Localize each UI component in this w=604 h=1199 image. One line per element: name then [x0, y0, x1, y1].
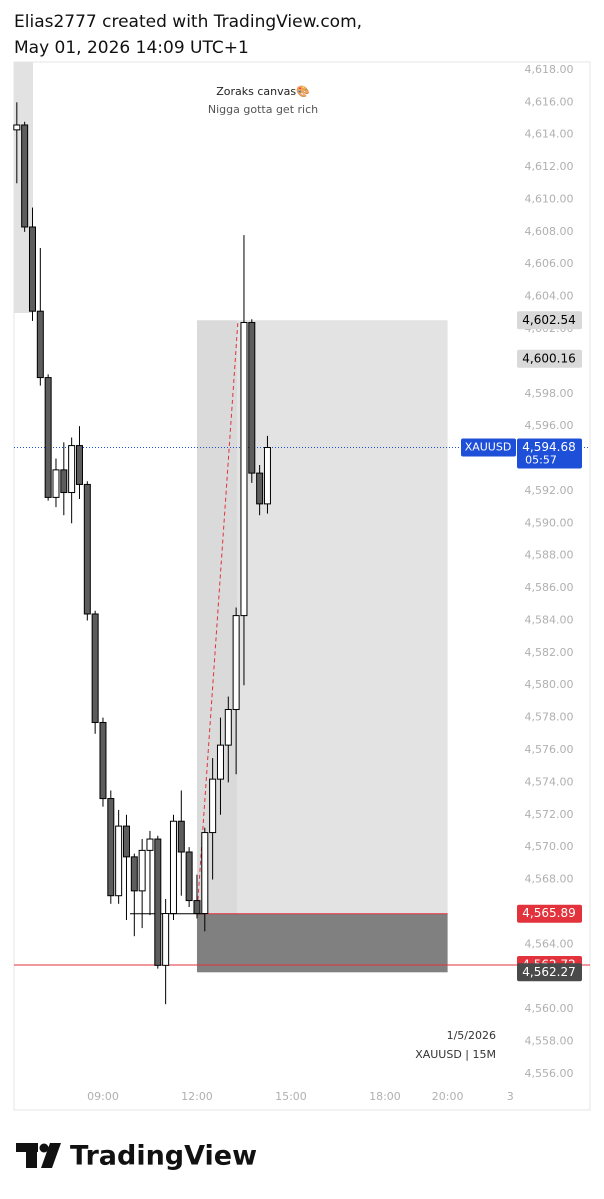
candle-body [130, 856, 138, 892]
price-label-box [517, 311, 582, 330]
y-tick-label: 4,588.00 [525, 549, 574, 562]
candle-body [68, 445, 76, 494]
candle-body [240, 322, 248, 617]
candle-body [224, 709, 232, 746]
candle-body [154, 838, 162, 966]
symbol-label: XAUUSD [465, 441, 512, 454]
candle-body [193, 900, 201, 915]
y-tick-label: 4,568.00 [525, 873, 574, 886]
annotation-title: Zoraks canvas🎨 [216, 84, 310, 98]
candle-body [107, 798, 115, 897]
y-tick-label: 4,558.00 [525, 1034, 574, 1047]
candle-body [162, 913, 170, 966]
candle-body [232, 615, 240, 711]
x-tick-label: 20:00 [432, 1090, 464, 1103]
candle-body [146, 838, 154, 851]
y-tick-label: 4,592.00 [525, 484, 574, 497]
plot [14, 62, 590, 973]
candle-body [122, 825, 130, 858]
x-tick-label: 12:00 [181, 1090, 213, 1103]
candle-body [75, 445, 83, 485]
logo-part [39, 1143, 49, 1153]
logo-part [26, 1143, 37, 1168]
y-tick-label: 4,576.00 [525, 743, 574, 756]
price-label: 4,562.27 [522, 965, 575, 979]
price-label: 4,600.16 [522, 351, 575, 365]
price-label-box [517, 963, 582, 982]
y-tick-label: 4,604.00 [525, 290, 574, 303]
candle-body [201, 832, 209, 915]
candle-body [60, 469, 68, 494]
y-tick-label: 4,608.00 [525, 225, 574, 238]
y-tick-label: 4,612.00 [525, 160, 574, 173]
y-tick-label: 4,598.00 [525, 387, 574, 400]
stop-zone [196, 913, 448, 973]
candle-body [52, 469, 60, 498]
y-tick-label: 4,578.00 [525, 711, 574, 724]
candle-body [36, 310, 44, 379]
y-tick-label: 4,590.00 [525, 516, 574, 529]
y-tick-label: 4,560.00 [525, 1002, 574, 1015]
price-label-box [517, 904, 582, 923]
x-tick-label: 09:00 [87, 1090, 119, 1103]
trend-line [196, 320, 239, 914]
symbol-interval: XAUUSD | 15M [415, 1048, 496, 1061]
y-tick-label: 4,572.00 [525, 808, 574, 821]
candle-body [83, 483, 91, 615]
y-tick-label: 4,596.00 [525, 419, 574, 432]
header-line: Elias2777 created with TradingView.com, [14, 12, 362, 32]
y-tick-label: 4,584.00 [525, 613, 574, 626]
overlap-shade [196, 320, 237, 914]
date-label: 1/5/2026 [447, 1029, 496, 1042]
candle-body [91, 613, 99, 723]
candle-body [99, 721, 107, 800]
chart-frame [13, 61, 591, 1111]
y-tick-label: 4,616.00 [525, 95, 574, 108]
brand: TradingView [70, 1141, 257, 1172]
symbol-box [461, 438, 516, 457]
candle-body [185, 851, 193, 902]
y-tick-label: 4,582.00 [525, 646, 574, 659]
candle-body [13, 124, 21, 131]
candle-body [177, 820, 185, 853]
candle-body [44, 377, 52, 498]
y-tick-label: 4,610.00 [525, 192, 574, 205]
logo-part [41, 1143, 61, 1168]
candle-body [21, 124, 29, 228]
countdown: 05:57 [525, 454, 557, 467]
y-tick-label: 4,564.00 [525, 937, 574, 950]
price-label: 4,602.54 [522, 313, 575, 327]
x-tick-label: 15:00 [275, 1090, 307, 1103]
annotation-text: Nigga gotta get rich [208, 103, 318, 116]
header-line: May 01, 2026 14:09 UTC+1 [14, 38, 249, 58]
y-tick-label: 4,586.00 [525, 581, 574, 594]
candle-body [115, 825, 123, 897]
candle-body [216, 744, 224, 780]
last-price-box [517, 438, 582, 469]
y-tick-label: 4,614.00 [525, 128, 574, 141]
y-tick-label: 4,606.00 [525, 257, 574, 270]
y-tick-label: 4,574.00 [525, 775, 574, 788]
price-label-box [517, 349, 582, 368]
candle-body [28, 226, 36, 312]
last-price-label: 4,594.68 [522, 440, 575, 454]
y-tick-label: 4,618.00 [525, 63, 574, 76]
candle-body [256, 472, 264, 505]
x-tick-label: 3 [507, 1090, 514, 1103]
price-label: 4,565.89 [522, 906, 575, 920]
logo [16, 1143, 61, 1168]
y-tick-label: 4,580.00 [525, 678, 574, 691]
x-tick-label: 18:00 [369, 1090, 401, 1103]
candle-body [138, 849, 146, 892]
y-tick-label: 4,570.00 [525, 840, 574, 853]
candle-body [263, 447, 271, 505]
candle-body [169, 820, 177, 915]
candle-body [209, 778, 217, 834]
y-tick-label: 4,556.00 [525, 1067, 574, 1080]
candle-body [248, 322, 256, 474]
